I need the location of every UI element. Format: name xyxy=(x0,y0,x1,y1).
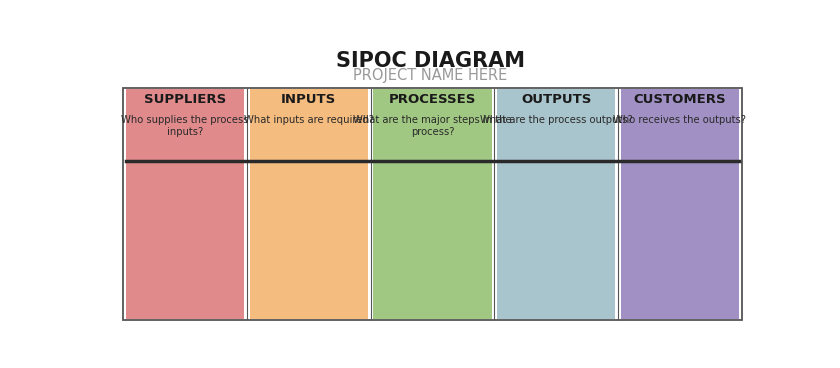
Text: CUSTOMERS: CUSTOMERS xyxy=(633,93,726,106)
Bar xyxy=(497,89,616,319)
Text: Who supplies the process
inputs?: Who supplies the process inputs? xyxy=(121,115,249,137)
Bar xyxy=(126,89,244,319)
Text: What inputs are required?: What inputs are required? xyxy=(244,115,374,125)
Bar xyxy=(123,88,742,321)
Text: OUTPUTS: OUTPUTS xyxy=(521,93,591,106)
Bar xyxy=(373,89,491,319)
Text: What are the major steps in the
process?: What are the major steps in the process? xyxy=(353,115,512,137)
Text: INPUTS: INPUTS xyxy=(281,93,336,106)
Text: Who receives the outputs?: Who receives the outputs? xyxy=(613,115,746,125)
Bar xyxy=(621,89,739,319)
Text: SIPOC DIAGRAM: SIPOC DIAGRAM xyxy=(336,51,525,71)
Bar xyxy=(249,89,368,319)
Text: PROCESSES: PROCESSES xyxy=(389,93,476,106)
Text: SUPPLIERS: SUPPLIERS xyxy=(144,93,226,106)
Text: What are the process outputs?: What are the process outputs? xyxy=(480,115,633,125)
Text: PROJECT NAME HERE: PROJECT NAME HERE xyxy=(354,68,507,83)
